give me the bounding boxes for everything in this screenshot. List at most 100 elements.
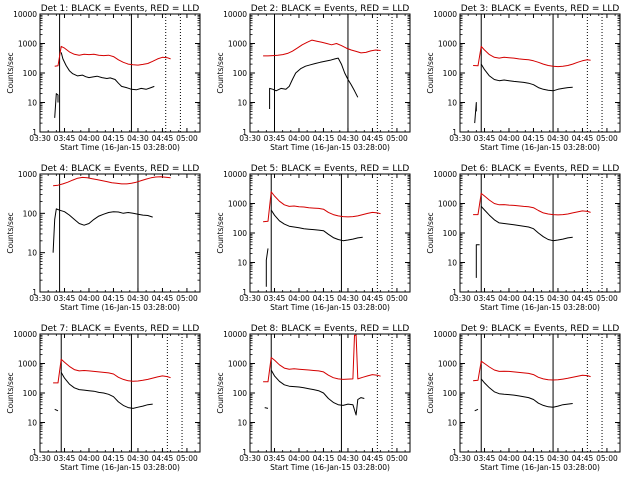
- series-events-line: [475, 103, 477, 124]
- panel-title: Det 3: BLACK = Events, RED = LLD: [461, 4, 620, 14]
- plot-frame: [40, 174, 200, 292]
- y-tick-label: 1000: [438, 200, 457, 209]
- x-tick-label: 03:30: [29, 294, 51, 303]
- series-events-line: [266, 248, 268, 286]
- series-lld-line: [55, 46, 171, 66]
- y-tick-label: 100: [443, 389, 458, 398]
- x-tick-label: 04:30: [337, 134, 359, 143]
- panel-title: Det 2: BLACK = Events, RED = LLD: [251, 4, 410, 14]
- y-tick-label: 10: [27, 99, 37, 108]
- x-tick-label: 04:45: [152, 294, 174, 303]
- series-events-line: [61, 52, 154, 89]
- y-tick-label: 10000: [433, 330, 457, 339]
- x-tick-label: 04:45: [362, 294, 384, 303]
- panel-title: Det 1: BLACK = Events, RED = LLD: [41, 4, 200, 14]
- series-events-line: [271, 210, 363, 241]
- x-tick-label: 04:45: [572, 134, 594, 143]
- x-tick-label: 05:00: [176, 294, 198, 303]
- plot-frame: [250, 334, 410, 452]
- x-tick-label: 03:45: [474, 134, 496, 143]
- panel-det-4: Det 4: BLACK = Events, RED = LLD 1 10 100 10…: [6, 164, 200, 312]
- x-tick-label: 03:30: [449, 134, 471, 143]
- x-axis-label: Start Time (16-Jan-15 03:28:00): [60, 143, 180, 152]
- y-tick-label: 1000: [228, 360, 247, 369]
- y-tick-label: 10: [447, 259, 457, 268]
- panel-title: Det 6: BLACK = Events, RED = LLD: [461, 164, 620, 174]
- x-tick-label: 04:30: [337, 294, 359, 303]
- series-events-line: [271, 370, 364, 415]
- x-tick-label: 04:15: [313, 134, 335, 143]
- y-tick-label: 100: [23, 69, 38, 78]
- plot-frame: [460, 174, 620, 292]
- panel-det-2: Det 2: BLACK = Events, RED = LLD 1 10 100 10…: [216, 4, 410, 152]
- x-axis-label: Start Time (16-Jan-15 03:28:00): [480, 463, 600, 472]
- y-tick-label: 10000: [433, 170, 457, 179]
- y-tick-label: 10: [27, 249, 37, 258]
- x-tick-label: 03:45: [54, 454, 76, 463]
- x-tick-label: 04:00: [288, 454, 310, 463]
- x-tick-label: 04:45: [152, 454, 174, 463]
- x-tick-label: 04:30: [547, 294, 569, 303]
- x-tick-label: 05:00: [176, 134, 198, 143]
- y-tick-label: 100: [443, 229, 458, 238]
- x-tick-label: 04:15: [313, 454, 335, 463]
- x-axis-label: Start Time (16-Jan-15 03:28:00): [270, 143, 390, 152]
- x-tick-label: 04:45: [152, 134, 174, 143]
- x-tick-label: 05:00: [596, 294, 618, 303]
- series-events-line: [55, 94, 58, 118]
- series-lld-line: [473, 361, 590, 381]
- x-tick-label: 04:15: [313, 294, 335, 303]
- x-tick-label: 04:15: [103, 134, 125, 143]
- x-tick-label: 04:30: [127, 294, 149, 303]
- y-tick-label: 10000: [13, 330, 37, 339]
- y-tick-label: 10000: [223, 170, 247, 179]
- y-tick-label: 10: [447, 419, 457, 428]
- y-axis-label: Counts/sec: [216, 212, 225, 253]
- series-events-line: [481, 64, 573, 91]
- y-tick-label: 10: [447, 99, 457, 108]
- x-axis-label: Start Time (16-Jan-15 03:28:00): [480, 303, 600, 312]
- x-tick-label: 03:30: [29, 134, 51, 143]
- x-tick-label: 03:30: [29, 454, 51, 463]
- series-events-line: [475, 409, 478, 411]
- x-tick-label: 04:30: [127, 134, 149, 143]
- series-lld-line: [263, 192, 381, 222]
- plot-frame: [460, 14, 620, 132]
- plot-frame: [40, 14, 200, 132]
- y-tick-label: 10000: [223, 330, 247, 339]
- y-axis-label: Counts/sec: [426, 372, 435, 413]
- y-tick-label: 1000: [18, 170, 37, 179]
- x-tick-label: 04:30: [547, 454, 569, 463]
- x-tick-label: 03:45: [474, 454, 496, 463]
- x-tick-label: 03:30: [449, 294, 471, 303]
- y-axis-label: Counts/sec: [426, 212, 435, 253]
- y-tick-label: 1000: [228, 40, 247, 49]
- x-axis-label: Start Time (16-Jan-15 03:28:00): [60, 303, 180, 312]
- x-tick-label: 04:15: [523, 294, 545, 303]
- x-tick-label: 03:45: [54, 294, 76, 303]
- x-axis-label: Start Time (16-Jan-15 03:28:00): [270, 463, 390, 472]
- y-tick-label: 10000: [433, 10, 457, 19]
- y-tick-label: 1000: [18, 40, 37, 49]
- series-events-line: [481, 379, 573, 407]
- x-tick-label: 04:30: [127, 454, 149, 463]
- series-events-line: [55, 409, 58, 411]
- y-tick-label: 100: [233, 229, 248, 238]
- x-tick-label: 05:00: [596, 134, 618, 143]
- series-lld-line: [53, 359, 171, 383]
- y-axis-label: Counts/sec: [6, 372, 15, 413]
- x-tick-label: 04:30: [547, 134, 569, 143]
- x-tick-label: 05:00: [386, 294, 408, 303]
- panel-det-7: Det 7: BLACK = Events, RED = LLD 1 10 100 10…: [6, 324, 200, 472]
- x-tick-label: 04:15: [103, 454, 125, 463]
- y-axis-label: Counts/sec: [426, 52, 435, 93]
- series-lld-line: [473, 193, 590, 215]
- x-tick-label: 04:00: [78, 454, 100, 463]
- y-tick-label: 10: [27, 419, 37, 428]
- x-tick-label: 04:15: [523, 134, 545, 143]
- y-tick-label: 10000: [223, 10, 247, 19]
- plot-frame: [460, 334, 620, 452]
- figure-canvas: Det 1: BLACK = Events, RED = LLD11010010…: [0, 0, 640, 480]
- x-tick-label: 04:00: [78, 134, 100, 143]
- x-tick-label: 04:15: [523, 454, 545, 463]
